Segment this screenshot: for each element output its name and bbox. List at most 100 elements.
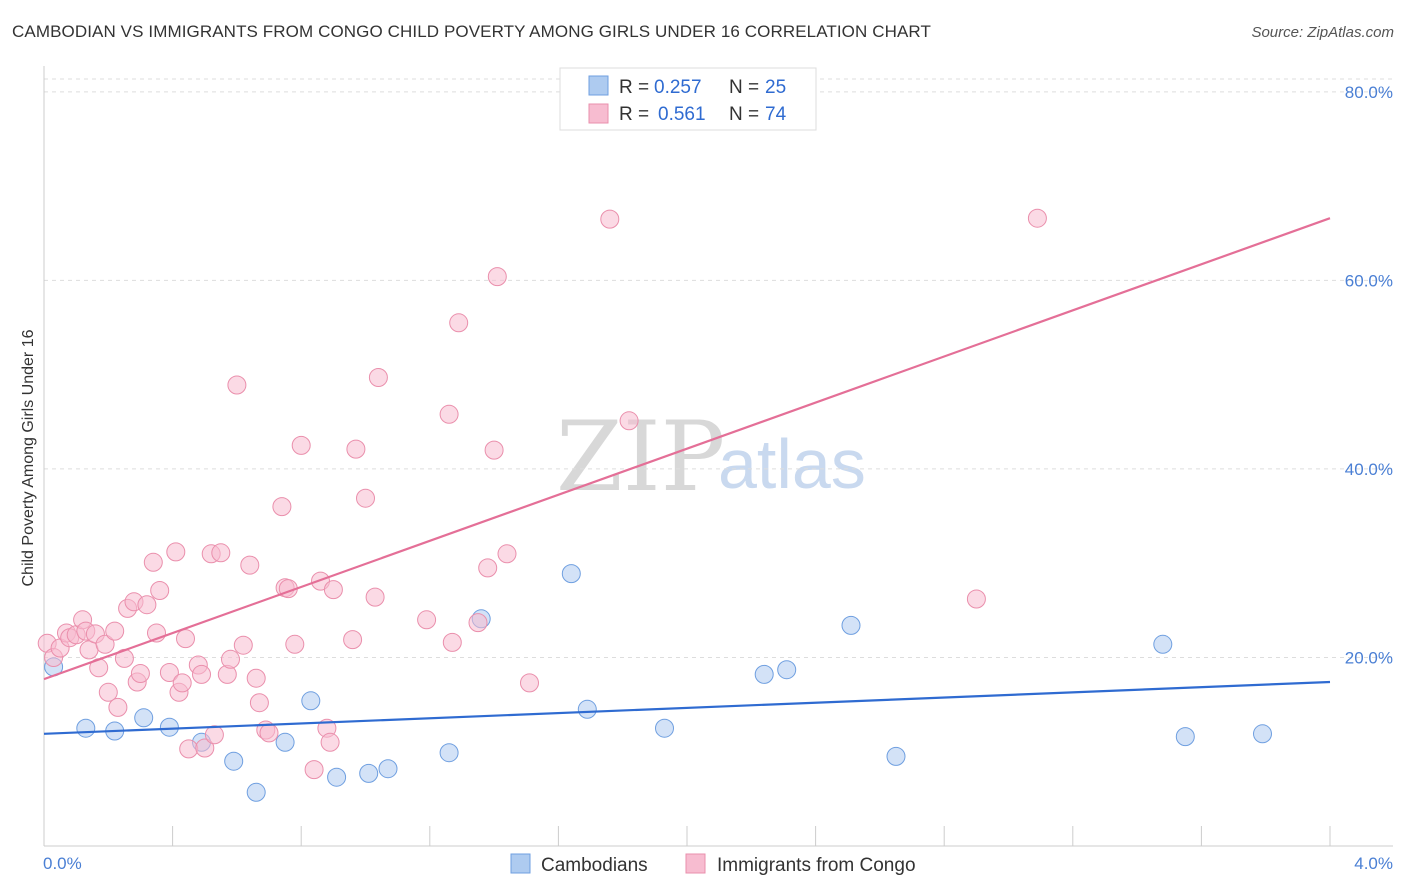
legend-n-value-2: 74 [765,104,787,125]
congo-point [365,587,385,607]
source-label: Source: ZipAtlas.com [1251,24,1394,41]
watermark-zip: ZIP [556,401,725,513]
cambodians-point [577,699,597,719]
congo-point [233,635,253,655]
congo-point [130,664,150,683]
y-tick-label: 40.0% [1345,460,1393,479]
cambodians-point [275,732,295,752]
congo-point [619,411,639,431]
congo-point [150,581,170,600]
y-tick-label: 80.0% [1345,83,1393,102]
y-tick-label: 20.0% [1345,648,1393,667]
cambodians-trend-line [43,680,1331,735]
cambodians-point [327,767,347,787]
cambodians-point [246,782,266,802]
congo-point [98,682,118,702]
congo-point [192,664,211,684]
congo-point [166,542,186,562]
bottom-legend-swatch-cambodians [510,853,531,874]
bottom-legend-swatch-congo [685,853,706,874]
congo-point [497,544,517,564]
congo-point [195,738,215,758]
cambodians-point [1253,724,1272,744]
cambodians-point [655,718,674,738]
congo-point [291,435,311,455]
bottom-legend: Cambodians Immigrants from Congo [510,853,916,876]
congo-point [108,697,128,717]
congo-point [439,404,459,424]
congo-point [143,552,163,572]
congo-point [417,610,437,630]
congo-point [304,760,324,780]
congo-point [172,673,192,693]
congo-point [259,723,279,743]
watermark-atlas: atlas [718,425,866,503]
congo-point [520,673,539,693]
congo-point [487,267,507,287]
congo-point [320,732,340,752]
congo-point [246,668,266,688]
cambodians-point [439,743,459,763]
cambodians-point [777,660,797,680]
cambodians-point [1175,727,1195,747]
congo-point [249,693,269,713]
congo-point [368,368,388,387]
congo-point [95,634,115,654]
congo-point [211,543,231,563]
cambodians-point [1153,634,1173,654]
legend-swatch-congo [588,103,609,124]
congo-point [285,634,305,654]
congo-point [343,630,363,650]
cambodians-point [159,717,179,737]
congo-trend-line [43,217,1331,681]
congo-point [966,589,986,609]
cambodians-point [301,691,321,711]
x-tick-label-min: 0.0% [43,854,82,873]
congo-point [323,580,343,600]
congo-point [468,613,488,633]
y-tick-labels: 20.0% 40.0% 60.0% 80.0% [1345,83,1393,668]
congo-point [176,629,195,649]
cambodians-point [378,759,398,779]
congo-point [442,632,462,652]
cambodians-point [224,751,244,771]
data-points [37,208,1272,802]
congo-point [356,488,375,508]
legend-r-label-2: R = [619,104,649,125]
congo-point [204,725,224,745]
cambodians-point [886,746,906,766]
legend-n-label-1: N = [729,77,759,98]
legend-r-label-1: R = [619,77,649,98]
congo-point [240,555,260,575]
bottom-legend-label-cambodians: Cambodians [541,855,648,876]
legend-swatch-cambodians [588,75,609,96]
x-tick-label-max: 4.0% [1354,854,1393,873]
y-tick-label: 60.0% [1345,271,1393,290]
congo-point [346,439,366,459]
congo-point [1027,208,1047,228]
legend-n-label-2: N = [729,104,759,125]
congo-point [79,640,99,660]
axes [43,66,1393,847]
congo-point [600,209,620,229]
congo-point [221,649,240,669]
congo-point [484,440,504,460]
cambodians-point [841,615,861,635]
watermark: ZIP atlas [556,401,866,513]
legend: R = 0.257 N = 25 R = 0.561 N = 74 [559,67,817,131]
congo-point [272,497,292,517]
cambodians-point [359,763,379,783]
y-axis-title: Child Poverty Among Girls Under 16 [20,329,37,586]
congo-point [478,558,498,578]
cambodians-point [134,708,154,728]
cambodians-point [76,718,96,738]
cambodians-point [561,564,581,584]
legend-r-value-1: 0.257 [654,77,702,98]
congo-point [449,313,469,333]
congo-point [159,663,179,682]
chart-title: CAMBODIAN VS IMMIGRANTS FROM CONGO CHILD… [12,22,931,41]
legend-n-value-1: 25 [765,77,786,98]
legend-r-value-2: 0.561 [658,104,706,125]
cambodians-point [754,664,774,684]
trend-lines [43,217,1331,735]
